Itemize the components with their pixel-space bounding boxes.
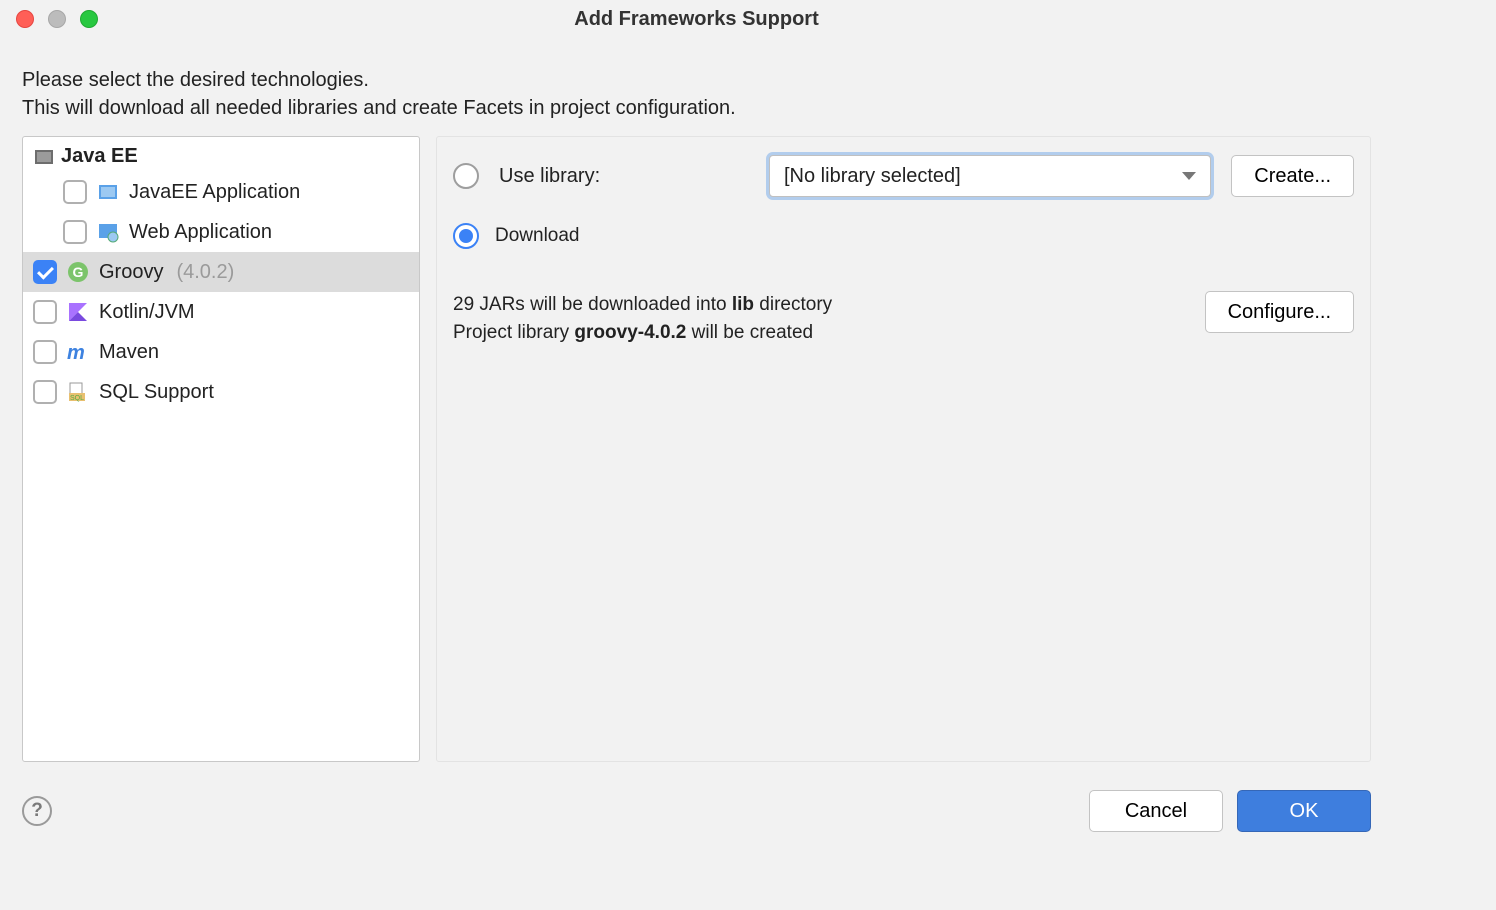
- configure-button-label: Configure...: [1228, 301, 1331, 324]
- tree-item-web-application[interactable]: Web Application: [23, 212, 419, 252]
- use-library-row: Use library: [No library selected] Creat…: [453, 155, 1354, 197]
- dialog-footer: ? Cancel OK: [0, 772, 1393, 850]
- tree-item-label: Groovy: [99, 261, 163, 284]
- tree-item-maven[interactable]: m Maven: [23, 332, 419, 372]
- window-controls: [16, 10, 98, 28]
- cancel-button-label: Cancel: [1125, 800, 1187, 823]
- cancel-button[interactable]: Cancel: [1089, 790, 1223, 832]
- sql-icon: SQL: [67, 381, 89, 403]
- tree-category-label: Java EE: [61, 145, 138, 168]
- ok-button-label: OK: [1290, 800, 1319, 823]
- download-row: Download: [453, 223, 1354, 249]
- svg-text:G: G: [73, 264, 84, 280]
- checkbox-web-application[interactable]: [63, 220, 87, 244]
- tree-item-groovy[interactable]: G Groovy (4.0.2): [23, 252, 419, 292]
- library-select-value: [No library selected]: [784, 165, 961, 188]
- tree-item-sql-support[interactable]: SQL SQL Support: [23, 372, 419, 412]
- footer-buttons: Cancel OK: [1089, 790, 1371, 832]
- checkbox-sql-support[interactable]: [33, 380, 57, 404]
- help-icon: ?: [31, 800, 43, 822]
- content-area: Java EE JavaEE Application Web Applicati…: [0, 136, 1393, 772]
- desc-line-2: Project library groovy-4.0.2 will be cre…: [453, 319, 832, 347]
- radio-use-library[interactable]: [453, 163, 479, 189]
- ok-button[interactable]: OK: [1237, 790, 1371, 832]
- kotlin-icon: [67, 301, 89, 323]
- tree-item-label: JavaEE Application: [129, 181, 300, 204]
- tree-item-label: Web Application: [129, 221, 272, 244]
- svg-text:SQL: SQL: [70, 395, 84, 402]
- library-select[interactable]: [No library selected]: [769, 155, 1211, 197]
- javaee-app-icon: [97, 181, 119, 203]
- create-button-label: Create...: [1254, 165, 1331, 188]
- technologies-tree-panel: Java EE JavaEE Application Web Applicati…: [22, 136, 420, 762]
- close-window-icon[interactable]: [16, 10, 34, 28]
- window-title: Add Frameworks Support: [0, 8, 1393, 31]
- titlebar: Add Frameworks Support: [0, 0, 1393, 38]
- configure-button[interactable]: Configure...: [1205, 291, 1354, 333]
- use-library-label: Use library:: [499, 165, 749, 188]
- instructions-line-1: Please select the desired technologies.: [22, 66, 1371, 94]
- chevron-down-icon: [1182, 172, 1196, 180]
- tree-item-label: Maven: [99, 341, 159, 364]
- instructions-text: Please select the desired technologies. …: [0, 38, 1393, 136]
- tree-item-label: Kotlin/JVM: [99, 301, 195, 324]
- web-app-icon: [97, 221, 119, 243]
- maven-icon: m: [67, 341, 89, 363]
- checkbox-kotlin[interactable]: [33, 300, 57, 324]
- desc-line-1: 29 JARs will be downloaded into lib dire…: [453, 291, 832, 319]
- checkbox-maven[interactable]: [33, 340, 57, 364]
- groovy-icon: G: [67, 261, 89, 283]
- svg-text:m: m: [67, 342, 85, 363]
- javaee-icon: [33, 146, 55, 168]
- download-label: Download: [495, 225, 580, 247]
- checkbox-javaee-application[interactable]: [63, 180, 87, 204]
- tree-item-javaee-application[interactable]: JavaEE Application: [23, 172, 419, 212]
- zoom-window-icon[interactable]: [80, 10, 98, 28]
- dialog-window: Add Frameworks Support Please select the…: [0, 0, 1393, 850]
- checkbox-groovy[interactable]: [33, 260, 57, 284]
- help-button[interactable]: ?: [22, 796, 52, 826]
- download-description-block: 29 JARs will be downloaded into lib dire…: [453, 291, 1354, 346]
- tree-item-kotlin[interactable]: Kotlin/JVM: [23, 292, 419, 332]
- minimize-window-icon: [48, 10, 66, 28]
- create-library-button[interactable]: Create...: [1231, 155, 1354, 197]
- tree-item-label: SQL Support: [99, 381, 214, 404]
- radio-download[interactable]: [453, 223, 479, 249]
- instructions-line-2: This will download all needed libraries …: [22, 94, 1371, 122]
- details-panel: Use library: [No library selected] Creat…: [436, 136, 1371, 762]
- tree-category-javaee[interactable]: Java EE: [23, 137, 419, 172]
- download-description: 29 JARs will be downloaded into lib dire…: [453, 291, 832, 346]
- tree-item-version: (4.0.2): [176, 261, 234, 284]
